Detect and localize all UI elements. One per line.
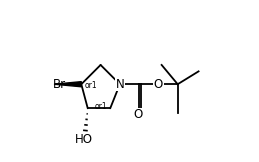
Text: Br: Br bbox=[53, 78, 66, 91]
Text: HO: HO bbox=[75, 133, 93, 146]
Text: O: O bbox=[154, 78, 163, 91]
Text: or1: or1 bbox=[94, 102, 107, 111]
Text: N: N bbox=[116, 78, 124, 91]
Text: O: O bbox=[133, 108, 142, 121]
Text: or1: or1 bbox=[84, 81, 97, 90]
Polygon shape bbox=[54, 82, 81, 87]
